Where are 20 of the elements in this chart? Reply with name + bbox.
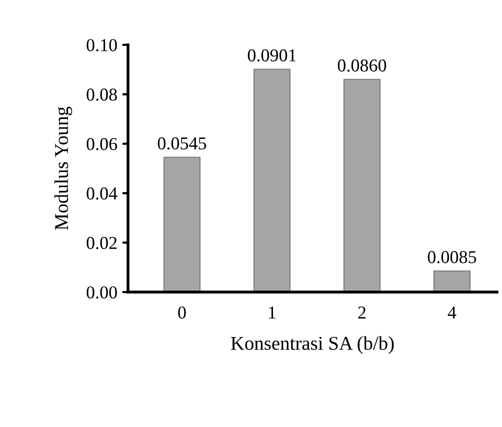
data-label: 0.0860	[338, 59, 386, 72]
data-label: 0.0085	[428, 251, 476, 264]
x-axis-title: Konsentrasi SA (b/b)	[230, 336, 394, 354]
bar	[433, 270, 471, 292]
bar	[163, 156, 201, 292]
bar	[343, 78, 381, 292]
y-tick-label: 0.08	[86, 88, 117, 101]
y-tick-label: 0.00	[86, 286, 117, 299]
y-tick-label: 0.10	[86, 39, 117, 52]
x-tick-label: 2	[358, 306, 366, 318]
bar	[253, 68, 291, 292]
y-axis-title: Modulus Young	[54, 106, 72, 230]
x-tick-label: 0	[178, 306, 186, 319]
y-tick-label: 0.04	[86, 187, 118, 200]
y-tick-label: 0.02	[86, 236, 117, 250]
x-tick-label: 4	[448, 306, 456, 318]
y-tick-label: 0.06	[86, 138, 118, 150]
data-label: 0.0901	[248, 49, 296, 62]
data-label: 0.0545	[158, 137, 206, 150]
x-tick-label: 1	[269, 306, 276, 318]
